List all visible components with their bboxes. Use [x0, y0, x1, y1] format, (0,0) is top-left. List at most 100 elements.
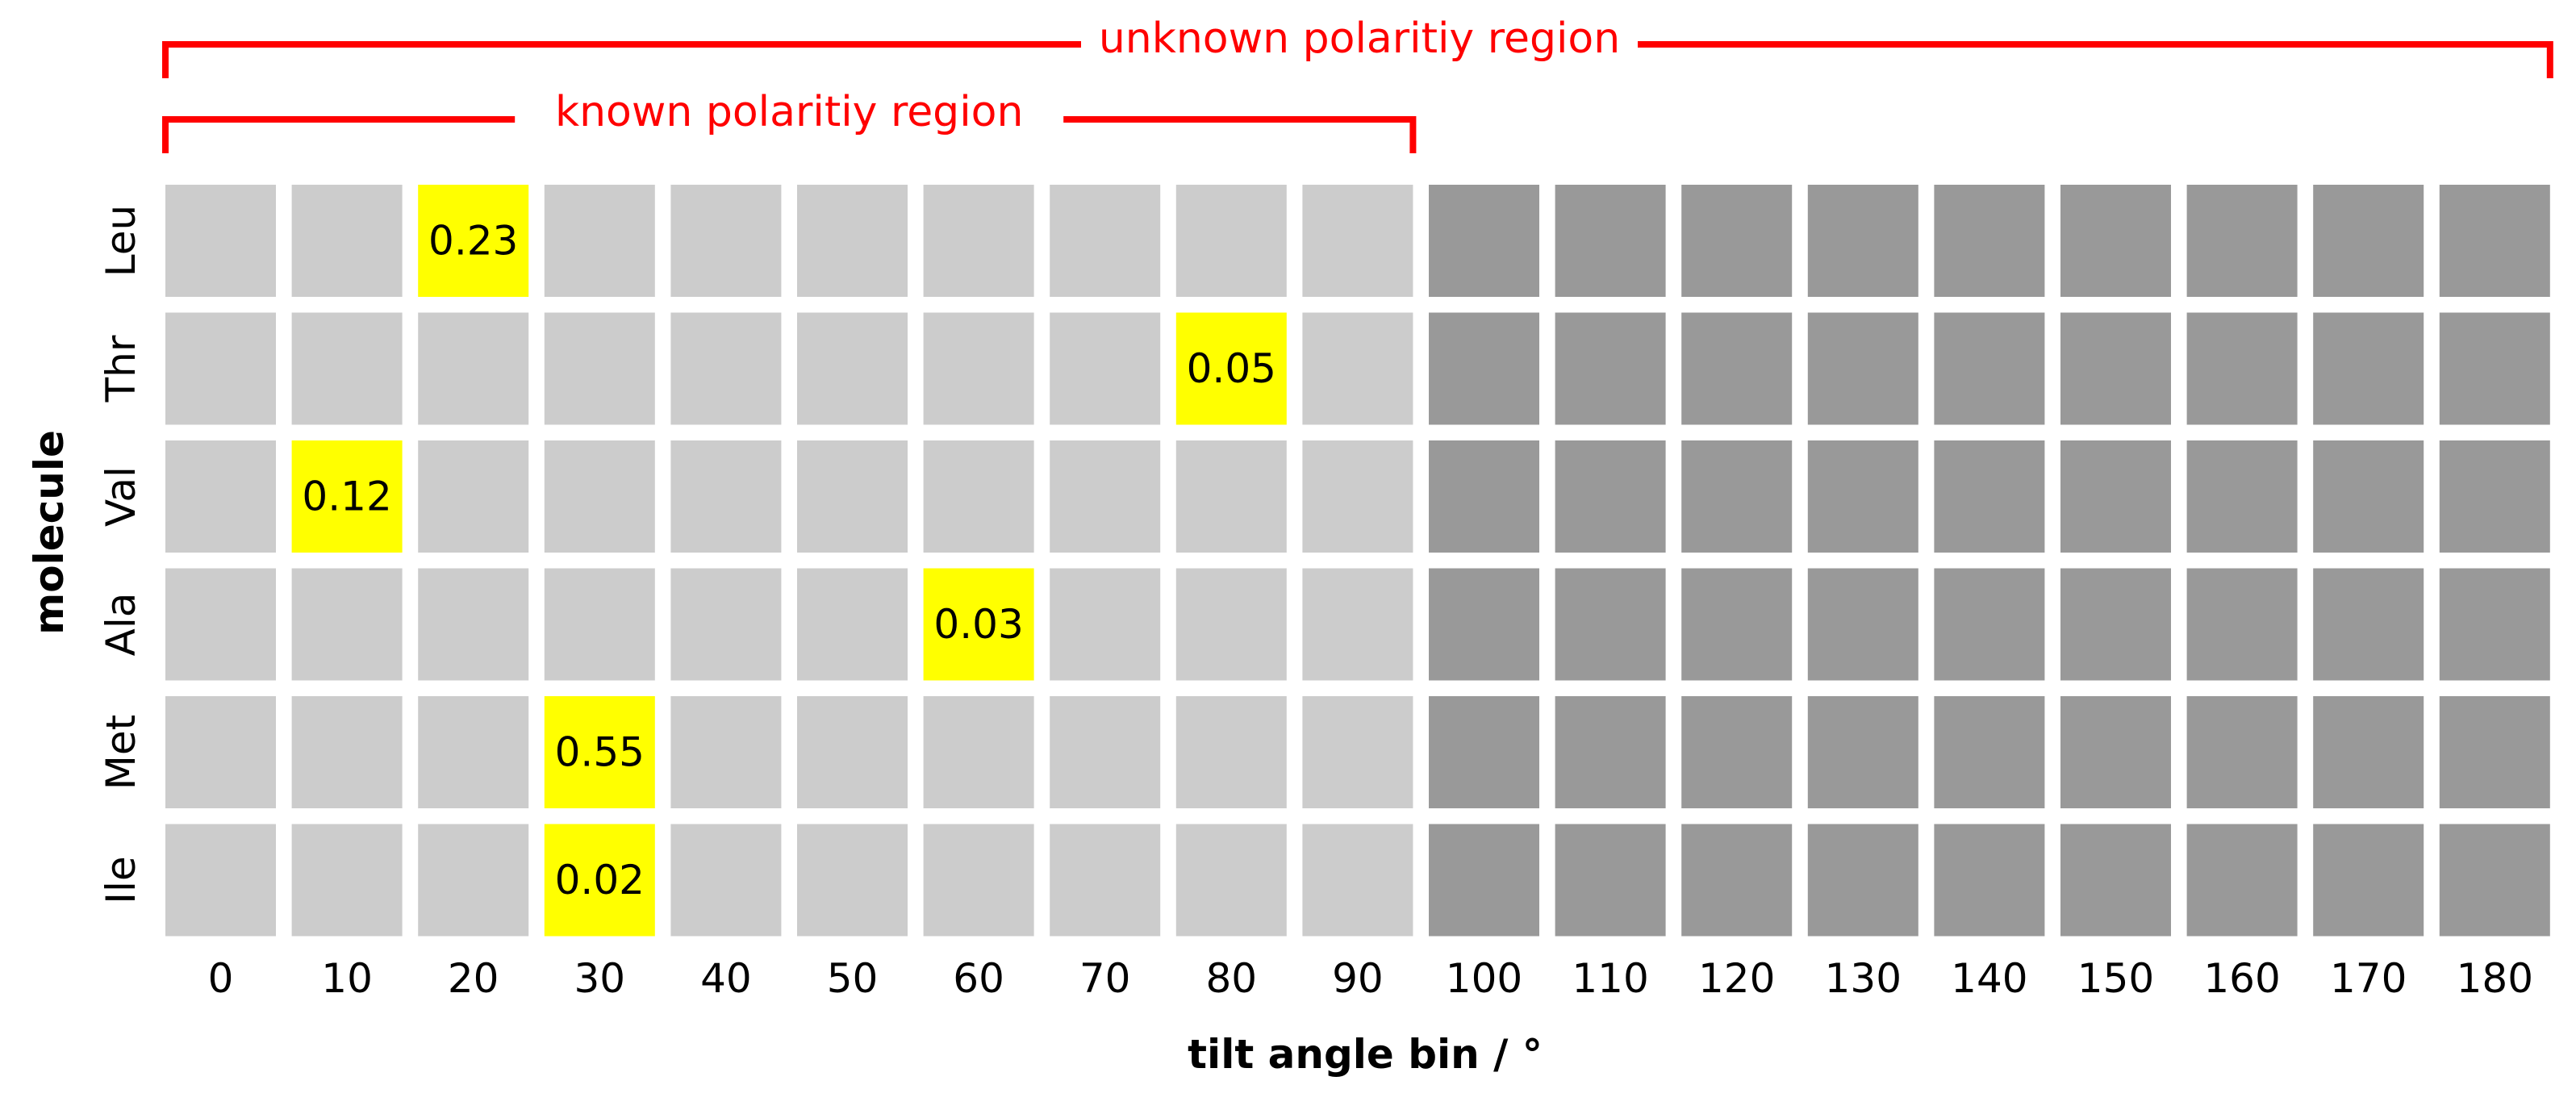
- heatmap-cell-val-20: [418, 440, 529, 553]
- heatmap-cell-met-150: [2060, 696, 2171, 808]
- heatmap-cell-met-0: [165, 696, 276, 808]
- heatmap-cell-val-60: [923, 440, 1034, 553]
- heatmap-cell-met-180: [2439, 696, 2550, 808]
- region-label-known: known polaritiy region: [555, 88, 1023, 136]
- heatmap-cell-val-130: [1807, 440, 1918, 553]
- heatmap-cell-ala-120: [1681, 568, 1793, 681]
- cell-value-label-ala-60: 0.03: [933, 601, 1023, 648]
- heatmap-cell-leu-170: [2313, 185, 2424, 297]
- heatmap-cell-met-50: [797, 696, 908, 808]
- heatmap-cell-met-120: [1681, 696, 1793, 808]
- heatmap-cell-leu-30: [544, 185, 655, 297]
- heatmap-cell-ile-0: [165, 824, 276, 937]
- x-tick-label-80: 80: [1205, 955, 1257, 1002]
- x-tick-label-40: 40: [700, 955, 752, 1002]
- x-tick-label-110: 110: [1572, 955, 1648, 1002]
- heatmap-cell-leu-80: [1175, 185, 1287, 297]
- y-axis-title: molecule: [26, 430, 73, 635]
- heatmap-cell-leu-160: [2186, 185, 2298, 297]
- heatmap-cell-ala-60: [923, 568, 1034, 681]
- heatmap-cell-ile-70: [1050, 824, 1161, 937]
- heatmap-cell-ala-140: [1934, 568, 2045, 681]
- heatmap-cell-thr-140: [1934, 312, 2045, 425]
- heatmap-cell-ile-140: [1934, 824, 2045, 937]
- heatmap-cell-met-110: [1555, 696, 1666, 808]
- x-tick-label-120: 120: [1698, 955, 1775, 1002]
- heatmap-cell-ile-160: [2186, 824, 2298, 937]
- heatmap-cell-ile-180: [2439, 824, 2550, 937]
- cell-value-label-val-10: 0.12: [302, 474, 391, 520]
- heatmap-cell-ala-170: [2313, 568, 2424, 681]
- heatmap-cell-leu-150: [2060, 185, 2171, 297]
- heatmap-cell-met-130: [1807, 696, 1918, 808]
- region-bracket-known: known polaritiy region: [162, 88, 1417, 153]
- heatmap-cell-leu-40: [670, 185, 782, 297]
- heatmap-cell-leu-110: [1555, 185, 1666, 297]
- x-tick-label-90: 90: [1332, 955, 1384, 1002]
- heatmap-cell-met-100: [1429, 696, 1539, 808]
- heatmap-cell-leu-50: [797, 185, 908, 297]
- heatmap-cell-thr-110: [1555, 312, 1666, 425]
- heatmap-cell-val-160: [2186, 440, 2298, 553]
- cell-value-label-ile-30: 0.02: [555, 857, 645, 903]
- heatmap-cell-ile-110: [1555, 824, 1666, 937]
- heatmap-cell-leu-10: [291, 185, 403, 297]
- heatmap-cell-ala-150: [2060, 568, 2171, 681]
- x-tick-label-50: 50: [827, 955, 879, 1002]
- heatmap-cell-ile-10: [291, 824, 403, 937]
- cell-value-label-thr-80: 0.05: [1187, 345, 1276, 392]
- heatmap-cell-ala-40: [670, 568, 782, 681]
- heatmap-cell-ile-170: [2313, 824, 2424, 937]
- x-tick-label-150: 150: [2077, 955, 2154, 1002]
- heatmap-cell-thr-90: [1302, 312, 1413, 425]
- heatmap-cell-ile-50: [797, 824, 908, 937]
- x-tick-label-70: 70: [1079, 955, 1131, 1002]
- heatmap-cell-ile-80: [1175, 824, 1287, 937]
- heatmap-cell-met-30: [544, 696, 655, 808]
- heatmap-cell-thr-100: [1429, 312, 1539, 425]
- heatmap-cell-leu-0: [165, 185, 276, 297]
- heatmap-cell-val-110: [1555, 440, 1666, 553]
- heatmap-cell-thr-130: [1807, 312, 1918, 425]
- heatmap-cell-ile-90: [1302, 824, 1413, 937]
- heatmap-cell-leu-140: [1934, 185, 2045, 297]
- heatmap-cell-val-70: [1050, 440, 1161, 553]
- heatmap-cell-ala-30: [544, 568, 655, 681]
- heatmap-cell-val-50: [797, 440, 908, 553]
- heatmap-cell-ile-30: [544, 824, 655, 937]
- heatmap-cell-thr-180: [2439, 312, 2550, 425]
- heatmap-cell-thr-60: [923, 312, 1034, 425]
- heatmap-cell-thr-160: [2186, 312, 2298, 425]
- heatmap-cell-met-40: [670, 696, 782, 808]
- heatmap-cell-val-100: [1429, 440, 1539, 553]
- cell-value-labels: 0.23 0.05 0.12 0.03 0.55 0.02: [302, 218, 1276, 904]
- heatmap-cell-met-140: [1934, 696, 2045, 808]
- heatmap-cell-ile-40: [670, 824, 782, 937]
- heatmap-cell-met-170: [2313, 696, 2424, 808]
- x-tick-label-130: 130: [1825, 955, 1902, 1002]
- heatmap-cell-thr-150: [2060, 312, 2171, 425]
- heatmap-cell-ala-50: [797, 568, 908, 681]
- heatmap-cell-ala-110: [1555, 568, 1666, 681]
- heatmap-cell-ala-20: [418, 568, 529, 681]
- heatmap-cell-met-10: [291, 696, 403, 808]
- y-tick-label-ile: Ile: [98, 856, 144, 903]
- heatmap-cell-met-60: [923, 696, 1034, 808]
- region-label-unknown: unknown polaritiy region: [1099, 15, 1620, 63]
- heatmap-cell-met-20: [418, 696, 529, 808]
- heatmap-cell-met-80: [1175, 696, 1287, 808]
- heatmap-cell-leu-70: [1050, 185, 1161, 297]
- heatmap-cell-leu-60: [923, 185, 1034, 297]
- heatmap-cell-thr-10: [291, 312, 403, 425]
- x-tick-label-60: 60: [953, 955, 1004, 1002]
- heatmap-cell-ile-120: [1681, 824, 1793, 937]
- x-tick-label-30: 30: [574, 955, 625, 1002]
- heatmap-cell-thr-70: [1050, 312, 1161, 425]
- heatmap-cell-ile-60: [923, 824, 1034, 937]
- heatmap-cell-thr-50: [797, 312, 908, 425]
- heatmap-cell-thr-20: [418, 312, 529, 425]
- x-tick-labels: 0 10 20 30 40 50 60 70 80 90 100 110 120 130 140 150 160…: [208, 955, 2533, 1002]
- heatmap-cell-ala-0: [165, 568, 276, 681]
- x-tick-label-10: 10: [321, 955, 373, 1002]
